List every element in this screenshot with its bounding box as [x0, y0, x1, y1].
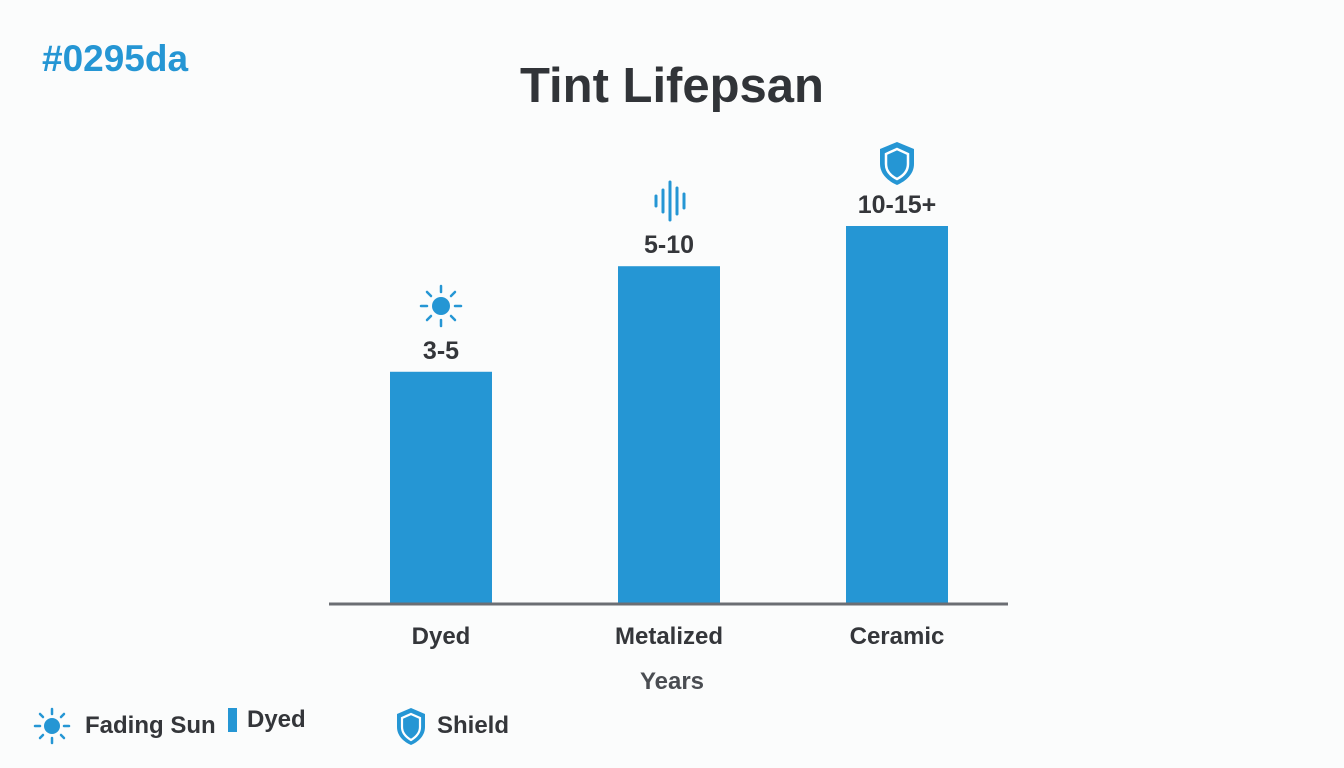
legend-label: Shield [437, 712, 510, 739]
bar-swatch-icon [228, 708, 237, 732]
color-tag: #0295da [42, 38, 189, 79]
chart-title: Tint Lifepsan [519, 59, 824, 113]
shield-icon [880, 142, 914, 185]
data-label: 10-15+ [858, 191, 937, 219]
legend-item-fading-sun: Fading Sun [33, 706, 216, 746]
bar-dyed [390, 371, 492, 603]
legend-label: Dyed [247, 706, 306, 733]
sun-icon [419, 284, 463, 328]
x-axis-title: Years [639, 668, 705, 695]
bar-metalized [618, 266, 720, 603]
data-label: 5-10 [644, 231, 694, 259]
x-tick-label: Dyed [412, 623, 471, 650]
x-tick-label: Ceramic [850, 623, 945, 650]
sun-icon [33, 707, 71, 745]
x-tick-label: Metalized [615, 623, 723, 650]
data-label: 3-5 [423, 337, 459, 365]
legend-label: Fading Sun [85, 712, 216, 739]
bar-ceramic [846, 226, 948, 603]
legend-item-dyed: Dyed [228, 706, 306, 734]
sound-wave-icon [654, 180, 686, 222]
legend-item-shield: Shield [395, 706, 509, 746]
shield-icon [397, 708, 425, 745]
